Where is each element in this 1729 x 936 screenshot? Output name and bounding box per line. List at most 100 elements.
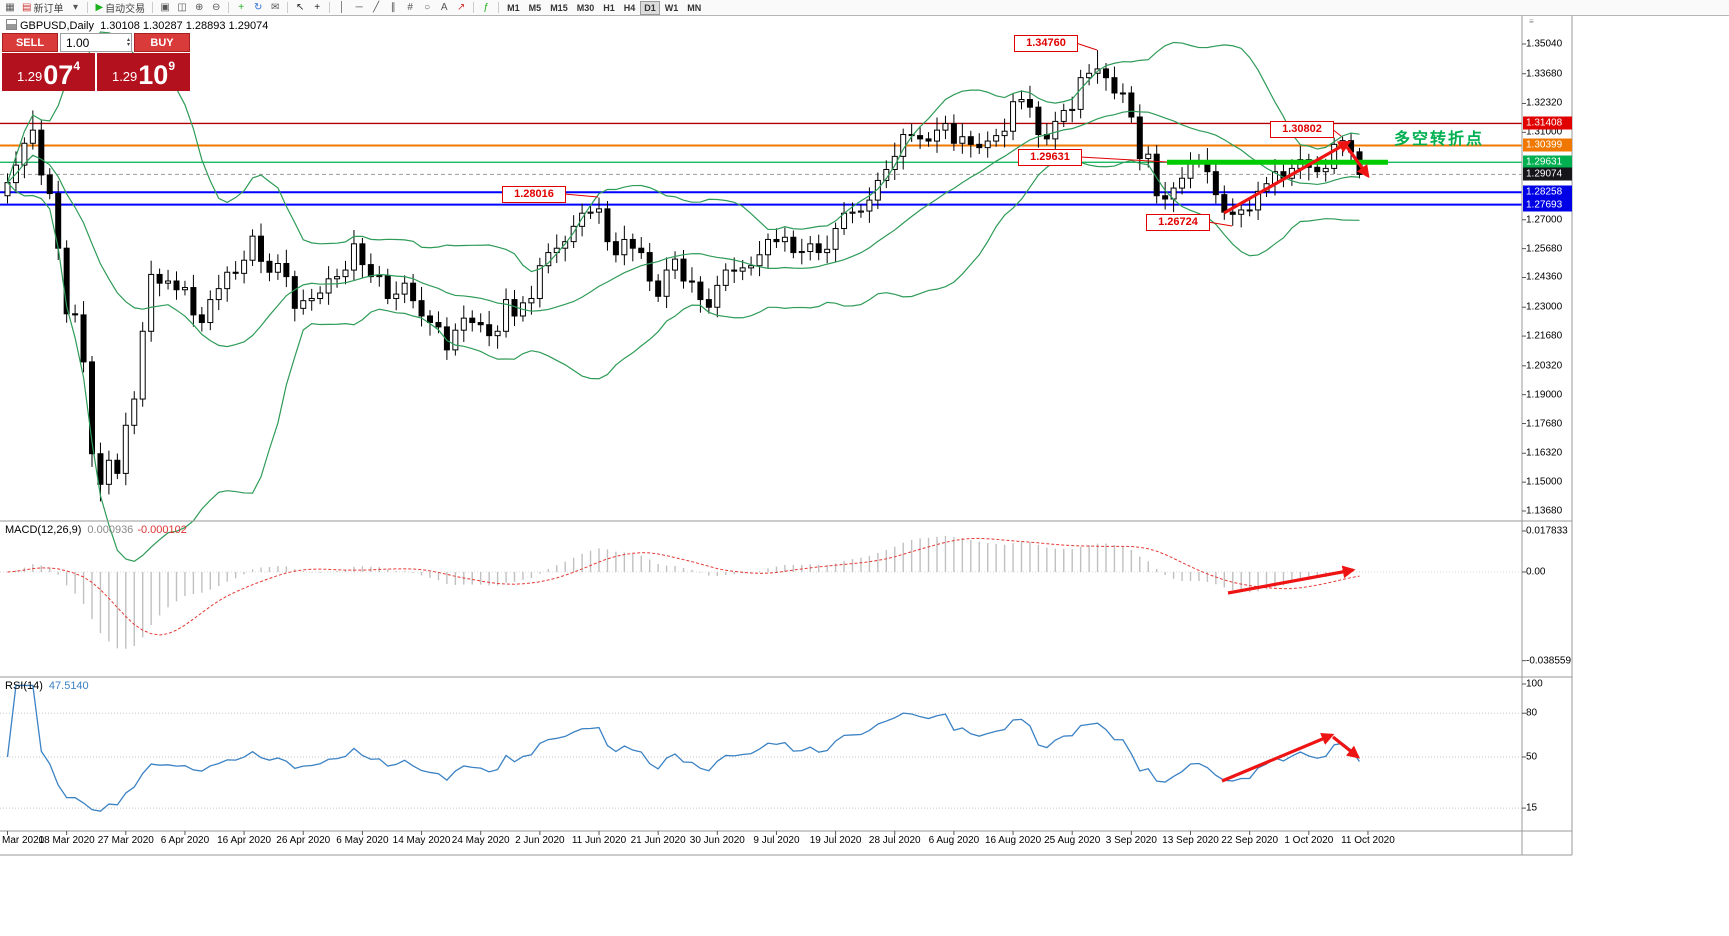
date-label: Mar 2020 (2, 835, 45, 846)
tile-windows-icon[interactable]: ◫ (174, 1, 190, 15)
trend-arrow-main-up[interactable] (1223, 140, 1352, 215)
rsi-scale-label: 15 (1526, 802, 1538, 814)
date-label: 16 Apr 2020 (217, 835, 272, 846)
refresh-icon[interactable]: ↻ (250, 1, 266, 15)
fibonacci-icon[interactable]: # (402, 1, 418, 15)
drawn-objects (563, 42, 1388, 783)
price-marker-box: 1.28258 (1523, 185, 1572, 199)
channel-icon[interactable]: ∥ (385, 1, 401, 15)
symbol-period: GBPUSD,Daily (20, 20, 94, 32)
cascade-windows-icon[interactable]: ▣ (157, 1, 173, 15)
volume-down-icon[interactable]: ▾ (126, 41, 130, 48)
zoom-in-icon[interactable]: ⊕ (191, 1, 207, 15)
shapes-icon[interactable]: ○ (419, 1, 435, 15)
rsi-scale-label: 100 (1526, 678, 1543, 690)
date-label: 6 Aug 2020 (928, 835, 980, 846)
autotrading-button[interactable]: ▶ 自动交易 (92, 1, 148, 15)
indicator-series (0, 535, 1522, 812)
zoom-out-icon[interactable]: ⊖ (208, 1, 224, 15)
annotation-note[interactable]: 多空转折点 (1394, 131, 1485, 148)
price-scale-label: 1.13680 (1526, 505, 1563, 517)
toolbar-separator (287, 2, 289, 13)
price-tag[interactable]: 1.34760 (1014, 35, 1078, 52)
trend-arrow-macd[interactable] (1227, 565, 1356, 595)
timeframe-m5-button[interactable]: M5 (525, 1, 546, 15)
date-label: 1 Oct 2020 (1284, 835, 1334, 846)
add-chart-icon[interactable]: + (233, 1, 249, 15)
indicators-icon[interactable]: ƒ (478, 1, 494, 15)
price-scale-label: 1.16320 (1526, 447, 1563, 459)
macd-main-value: 0.000936 (87, 524, 134, 536)
rsi-scale-label: 80 (1526, 707, 1538, 719)
timeframe-d1-button[interactable]: D1 (640, 0, 660, 15)
new-order-button[interactable]: ▤ 新订单 (19, 1, 66, 15)
timeframe-m15-button[interactable]: M15 (546, 1, 572, 15)
trend-arrow-rsi-down[interactable] (1332, 735, 1360, 759)
timeframe-w1-button[interactable]: W1 (661, 1, 683, 15)
volume-field[interactable]: 1.00 ▴ ▾ (60, 33, 132, 52)
timeframe-h4-button[interactable]: H4 (620, 1, 640, 15)
trend-arrow-main-down[interactable] (1345, 146, 1370, 179)
price-tag[interactable]: 1.30802 (1270, 121, 1334, 138)
timeframe-h1-button[interactable]: H1 (599, 1, 619, 15)
price-tag[interactable]: 1.29631 (1018, 149, 1082, 166)
crosshair-icon[interactable]: + (309, 1, 325, 15)
date-label: 19 Jul 2020 (809, 835, 862, 846)
volume-up-icon[interactable]: ▴ (126, 36, 130, 43)
cursor-icon[interactable]: ↖ (292, 1, 308, 15)
date-label: 13 Sep 2020 (1162, 835, 1219, 846)
ask-point-digit: 9 (168, 59, 176, 73)
volume-value: 1.00 (66, 35, 90, 50)
toolbar-separator (228, 2, 230, 13)
scale-menu-icon: ≡ (1529, 17, 1534, 26)
trendline-icon[interactable]: ╱ (368, 1, 384, 15)
timeframe-m1-button[interactable]: M1 (503, 1, 524, 15)
chart-info-line: GBPUSD,Daily 1.30108 1.30287 1.28893 1.2… (6, 19, 268, 32)
date-label: 14 May 2020 (392, 835, 451, 846)
date-label: 30 Jun 2020 (689, 835, 745, 846)
price-tag[interactable]: 1.28016 (502, 186, 566, 203)
price-scale-label: 1.33680 (1526, 68, 1563, 80)
ask-price-box[interactable]: 1.29 10 9 (97, 53, 190, 91)
price-tag[interactable]: 1.26724 (1146, 214, 1210, 231)
bollinger-middle-line (7, 110, 1360, 348)
chart-symbol-icon (6, 19, 17, 30)
text-icon[interactable]: A (436, 1, 452, 15)
price-marker-box: 1.27693 (1523, 198, 1572, 212)
ask-prefix: 1.29 (111, 69, 138, 84)
sell-button[interactable]: SELL (2, 33, 58, 52)
macd-signal-line (7, 537, 1360, 636)
date-label: 21 Jun 2020 (630, 835, 686, 846)
price-scale-label: 1.17680 (1526, 418, 1563, 430)
trend-arrow-rsi-up[interactable] (1221, 733, 1335, 783)
price-marker-box: 1.30399 (1523, 138, 1572, 152)
rsi-line (6, 684, 1361, 812)
horizontal-line-icon[interactable]: ─ (351, 1, 367, 15)
price-scale-label: 1.25680 (1526, 243, 1563, 255)
price-scale-label: 1.21680 (1526, 330, 1563, 342)
price-scale-label: 1.20320 (1526, 360, 1563, 372)
buy-button[interactable]: BUY (134, 33, 190, 52)
price-scale-label: 1.15000 (1526, 476, 1563, 488)
new-chart-icon[interactable]: ▦ (2, 1, 18, 15)
mail-icon[interactable]: ✉ (267, 1, 283, 15)
date-label: 11 Jun 2020 (571, 835, 627, 846)
bollinger-bands (6, 31, 1360, 562)
candlesticks (4, 50, 1363, 502)
rsi-name: RSI(14) (5, 680, 43, 692)
price-scale-label: 1.31000 (1526, 126, 1563, 138)
macd-scale-label: 0.017833 (1526, 525, 1568, 537)
arrow-tool-icon[interactable]: ↗ (453, 1, 469, 15)
bid-price-box[interactable]: 1.29 07 4 (2, 53, 95, 91)
toolbar: ▦ ▤ 新订单 ▾ ▶ 自动交易 ▣ ◫ ⊕ ⊖ + ↻ ✉ ↖ + │ ─ ╱ ∥ # ○ A ↗ ƒ M1 M5 M15 M30 H… (0, 0, 1729, 16)
macd-name: MACD(12,26,9) (5, 524, 82, 536)
toolbar-separator (473, 2, 475, 13)
profiles-dropdown-icon[interactable]: ▾ (67, 1, 83, 15)
timeframe-mn-button[interactable]: MN (683, 1, 705, 15)
price-scale-label: 1.32320 (1526, 97, 1563, 109)
timeframe-m30-button[interactable]: M30 (573, 1, 599, 15)
vertical-line-icon[interactable]: │ (334, 1, 350, 15)
